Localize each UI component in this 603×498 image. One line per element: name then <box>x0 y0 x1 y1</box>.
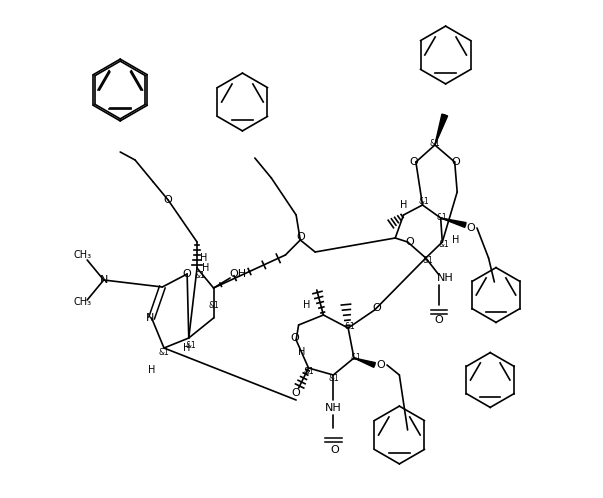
Text: O: O <box>410 157 418 167</box>
Text: H: H <box>200 253 207 263</box>
Text: &1: &1 <box>194 270 205 279</box>
Text: H: H <box>303 300 311 310</box>
Text: N: N <box>146 313 154 323</box>
Text: &1: &1 <box>438 240 449 249</box>
Text: &1: &1 <box>418 198 429 207</box>
Text: &1: &1 <box>304 367 315 375</box>
Text: O: O <box>405 237 414 247</box>
Text: CH₃: CH₃ <box>73 250 91 260</box>
Polygon shape <box>354 358 376 368</box>
Text: &1: &1 <box>344 322 355 331</box>
Text: O: O <box>330 445 339 455</box>
Text: O: O <box>435 315 443 325</box>
Text: H: H <box>400 200 407 210</box>
Text: N: N <box>99 275 108 285</box>
Text: &1: &1 <box>437 214 447 223</box>
Text: CH₃: CH₃ <box>73 297 91 307</box>
Text: H: H <box>183 343 190 353</box>
Text: &1: &1 <box>186 341 197 350</box>
Text: H: H <box>452 235 459 245</box>
Text: O: O <box>290 333 299 343</box>
Text: O: O <box>467 223 476 233</box>
Polygon shape <box>435 114 447 145</box>
Text: O: O <box>373 303 382 313</box>
Text: O: O <box>292 388 300 398</box>
Text: O: O <box>377 360 385 370</box>
Text: &1: &1 <box>429 138 440 147</box>
Text: NH: NH <box>325 403 342 413</box>
Text: &1: &1 <box>422 255 433 264</box>
Text: &1: &1 <box>329 374 339 382</box>
Text: &1: &1 <box>209 301 219 310</box>
Polygon shape <box>441 218 466 228</box>
Text: O: O <box>296 232 305 242</box>
Text: O: O <box>164 195 172 205</box>
Text: H: H <box>148 365 156 375</box>
Text: H: H <box>201 263 209 273</box>
Text: &1: &1 <box>350 354 361 363</box>
Text: O: O <box>183 269 192 279</box>
Text: H: H <box>298 347 306 357</box>
Text: O: O <box>451 157 460 167</box>
Text: OH: OH <box>229 269 246 279</box>
Text: &1: &1 <box>159 348 169 357</box>
Text: NH: NH <box>437 273 453 283</box>
